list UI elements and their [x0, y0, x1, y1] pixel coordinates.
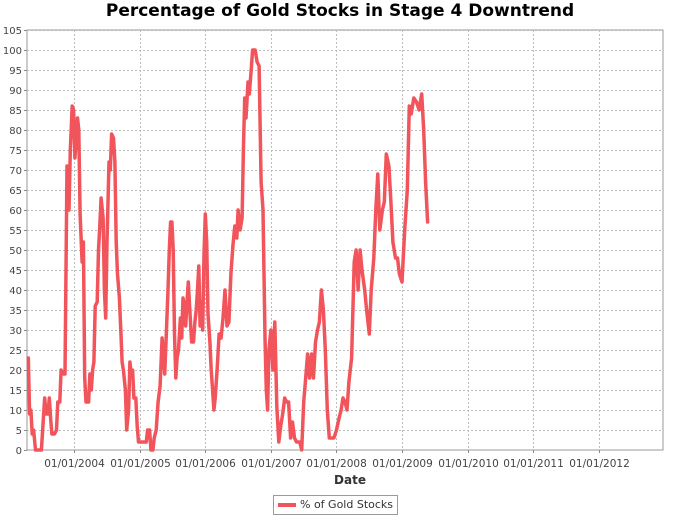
x-tick-label: 01/01/2006 [175, 458, 236, 470]
y-tick-label: 60 [9, 206, 22, 217]
y-tick-label: 75 [9, 146, 22, 157]
y-tick-label: 95 [9, 66, 22, 77]
y-tick-label: 100 [3, 46, 22, 57]
y-tick-label: 85 [9, 106, 22, 117]
series-line [26, 48, 430, 452]
chart-title: Percentage of Gold Stocks in Stage 4 Dow… [105, 1, 575, 21]
y-tick-label: 20 [9, 366, 22, 377]
y-tick-label: 80 [9, 126, 22, 137]
grid-lines [26, 29, 664, 451]
axes: 0 5 10 15 20 25 30 35 40 45 50 55 60 65 70 75 80 85 90 95 10… [3, 26, 630, 470]
legend-swatch [278, 503, 296, 507]
x-axis-title: Date [334, 473, 366, 487]
y-tick-label: 65 [9, 186, 22, 197]
x-tick-label: 01/01/2009 [372, 458, 433, 470]
y-tick-label: 45 [9, 266, 22, 277]
y-tick-label: 30 [9, 326, 22, 337]
x-tick-label: 01/01/2005 [110, 458, 171, 470]
y-tick-label: 35 [9, 306, 22, 317]
y-tick-label: 10 [9, 406, 22, 417]
y-tick-label: 50 [9, 246, 22, 257]
y-tick-label: 105 [3, 26, 22, 37]
y-tick-label: 90 [9, 86, 22, 97]
x-tick-label: 01/01/2010 [438, 458, 499, 470]
y-tick-label: 0 [16, 446, 22, 457]
y-tick-label: 5 [16, 426, 22, 437]
x-tick-label: 01/01/2011 [503, 458, 564, 470]
legend: % of Gold Stocks [273, 495, 399, 515]
x-tick-label: 01/01/2007 [241, 458, 302, 470]
y-tick-label: 25 [9, 346, 22, 357]
x-tick-label: 01/01/2004 [44, 458, 105, 470]
legend-label: % of Gold Stocks [300, 498, 394, 511]
y-tick-label: 40 [9, 286, 22, 297]
x-tick-label: 01/01/2012 [569, 458, 630, 470]
y-tick-label: 15 [9, 386, 22, 397]
series-layer [26, 48, 430, 452]
x-tick-label: 01/01/2008 [306, 458, 367, 470]
y-tick-label: 55 [9, 226, 22, 237]
plot-area [26, 29, 664, 451]
y-tick-label: 70 [9, 166, 22, 177]
